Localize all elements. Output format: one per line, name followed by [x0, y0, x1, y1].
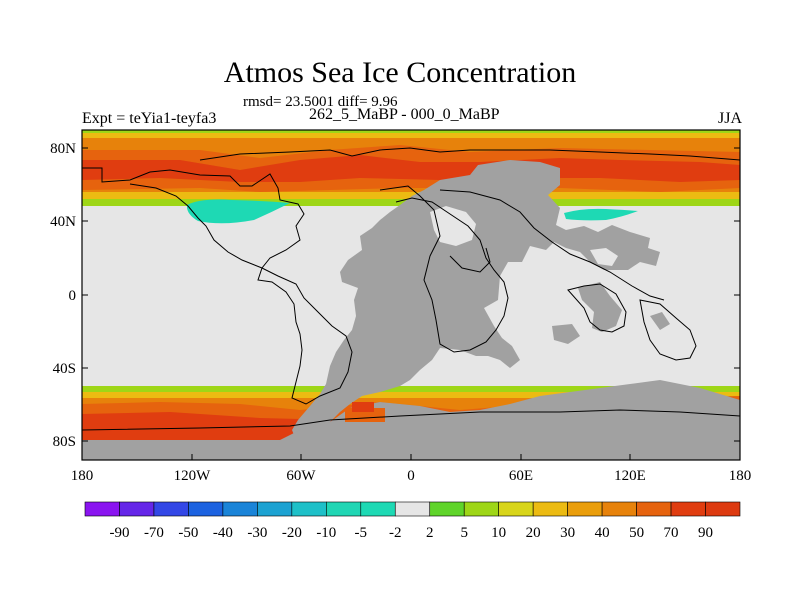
- colorbar-swatch: [188, 501, 224, 517]
- colorbar-label: -5: [355, 525, 368, 541]
- y-tick-label: 40S: [53, 361, 76, 377]
- colorbar-label: 90: [698, 525, 713, 541]
- island-east-2: [552, 324, 580, 344]
- colorbar-label: -50: [178, 525, 198, 541]
- colorbar-label: 2: [426, 525, 434, 541]
- rmsd-diff-stats: rmsd= 23.5001 diff= 9.96: [243, 94, 398, 110]
- x-ticks: [81, 454, 741, 460]
- x-tick-label: 0: [407, 468, 415, 484]
- map-fields: [82, 130, 740, 460]
- colorbar-swatch: [463, 501, 499, 517]
- colorbar-label: 5: [460, 525, 468, 541]
- colorbar-label: 30: [560, 525, 575, 541]
- y-ticks: [82, 147, 740, 442]
- colorbar-swatch: [291, 501, 327, 517]
- experiment-label: Expt = teYia1-teyfa3: [82, 110, 217, 127]
- colorbar-swatch: [670, 501, 706, 517]
- north-pacific-anomaly: [186, 199, 290, 224]
- colorbar-swatch: [532, 501, 568, 517]
- colorbar-label: 10: [491, 525, 506, 541]
- colorbar-label: -40: [213, 525, 233, 541]
- colorbar-swatch: [567, 501, 603, 517]
- colorbar-label: -10: [316, 525, 336, 541]
- south-darkred-patch: [352, 402, 374, 412]
- island-east-1: [578, 282, 622, 332]
- x-tick-label: 180: [71, 468, 94, 484]
- period-label: 262_5_MaBP - 000_0_MaBP: [309, 106, 500, 123]
- colorbar-label: -2: [389, 525, 402, 541]
- colorbar-label: -30: [247, 525, 267, 541]
- colorbar-swatch: [705, 501, 741, 517]
- south-polar-land: [82, 444, 740, 460]
- x-tick-label: 60E: [509, 468, 533, 484]
- colorbar-swatch: [601, 501, 637, 517]
- y-tick-label: 80N: [50, 141, 76, 157]
- colorbar-label: 70: [664, 525, 679, 541]
- x-tick-label: 120E: [614, 468, 646, 484]
- x-tick-label: 60W: [286, 468, 316, 484]
- colorbar-swatch: [257, 501, 293, 517]
- y-tick-label: 40N: [50, 214, 76, 230]
- colorbar-label: 50: [629, 525, 644, 541]
- colorbar: -90 -70 -50 -40 -30 -20 -10 -5 -2 2 5 10 20 30 40 50 70 9…: [84, 501, 741, 541]
- colorbar-label: -20: [282, 525, 302, 541]
- colorbar-label: 40: [595, 525, 610, 541]
- colorbar-swatch: [360, 501, 396, 517]
- colorbar-swatch: [84, 501, 120, 517]
- colorbar-swatch: [153, 501, 189, 517]
- plot-title: Atmos Sea Ice Concentration: [223, 56, 577, 89]
- x-tick-label: 120W: [174, 468, 212, 484]
- north-band-darkred: [82, 155, 740, 182]
- island-east-3: [650, 312, 670, 330]
- inland-sea-2: [590, 248, 618, 266]
- east-pacific-anomaly: [564, 208, 638, 221]
- supercontinent-land: [292, 160, 660, 440]
- colorbar-swatch: [498, 501, 534, 517]
- coastlines: [82, 147, 740, 431]
- colorbar-label: -90: [109, 525, 129, 541]
- colorbar-label: -70: [144, 525, 164, 541]
- season-label: JJA: [717, 110, 742, 127]
- south-landmass: [82, 380, 740, 446]
- inland-sea: [430, 206, 476, 246]
- y-tick-label: 80S: [53, 434, 76, 450]
- colorbar-swatch: [222, 501, 258, 517]
- colorbar-swatch: [119, 501, 155, 517]
- colorbar-swatch: [394, 501, 431, 517]
- colorbar-swatch: [326, 501, 362, 517]
- x-tick-label: 180: [729, 468, 752, 484]
- y-tick-label: 0: [69, 288, 77, 304]
- colorbar-label: 20: [526, 525, 541, 541]
- colorbar-swatch: [429, 501, 465, 517]
- colorbar-swatch: [636, 501, 672, 517]
